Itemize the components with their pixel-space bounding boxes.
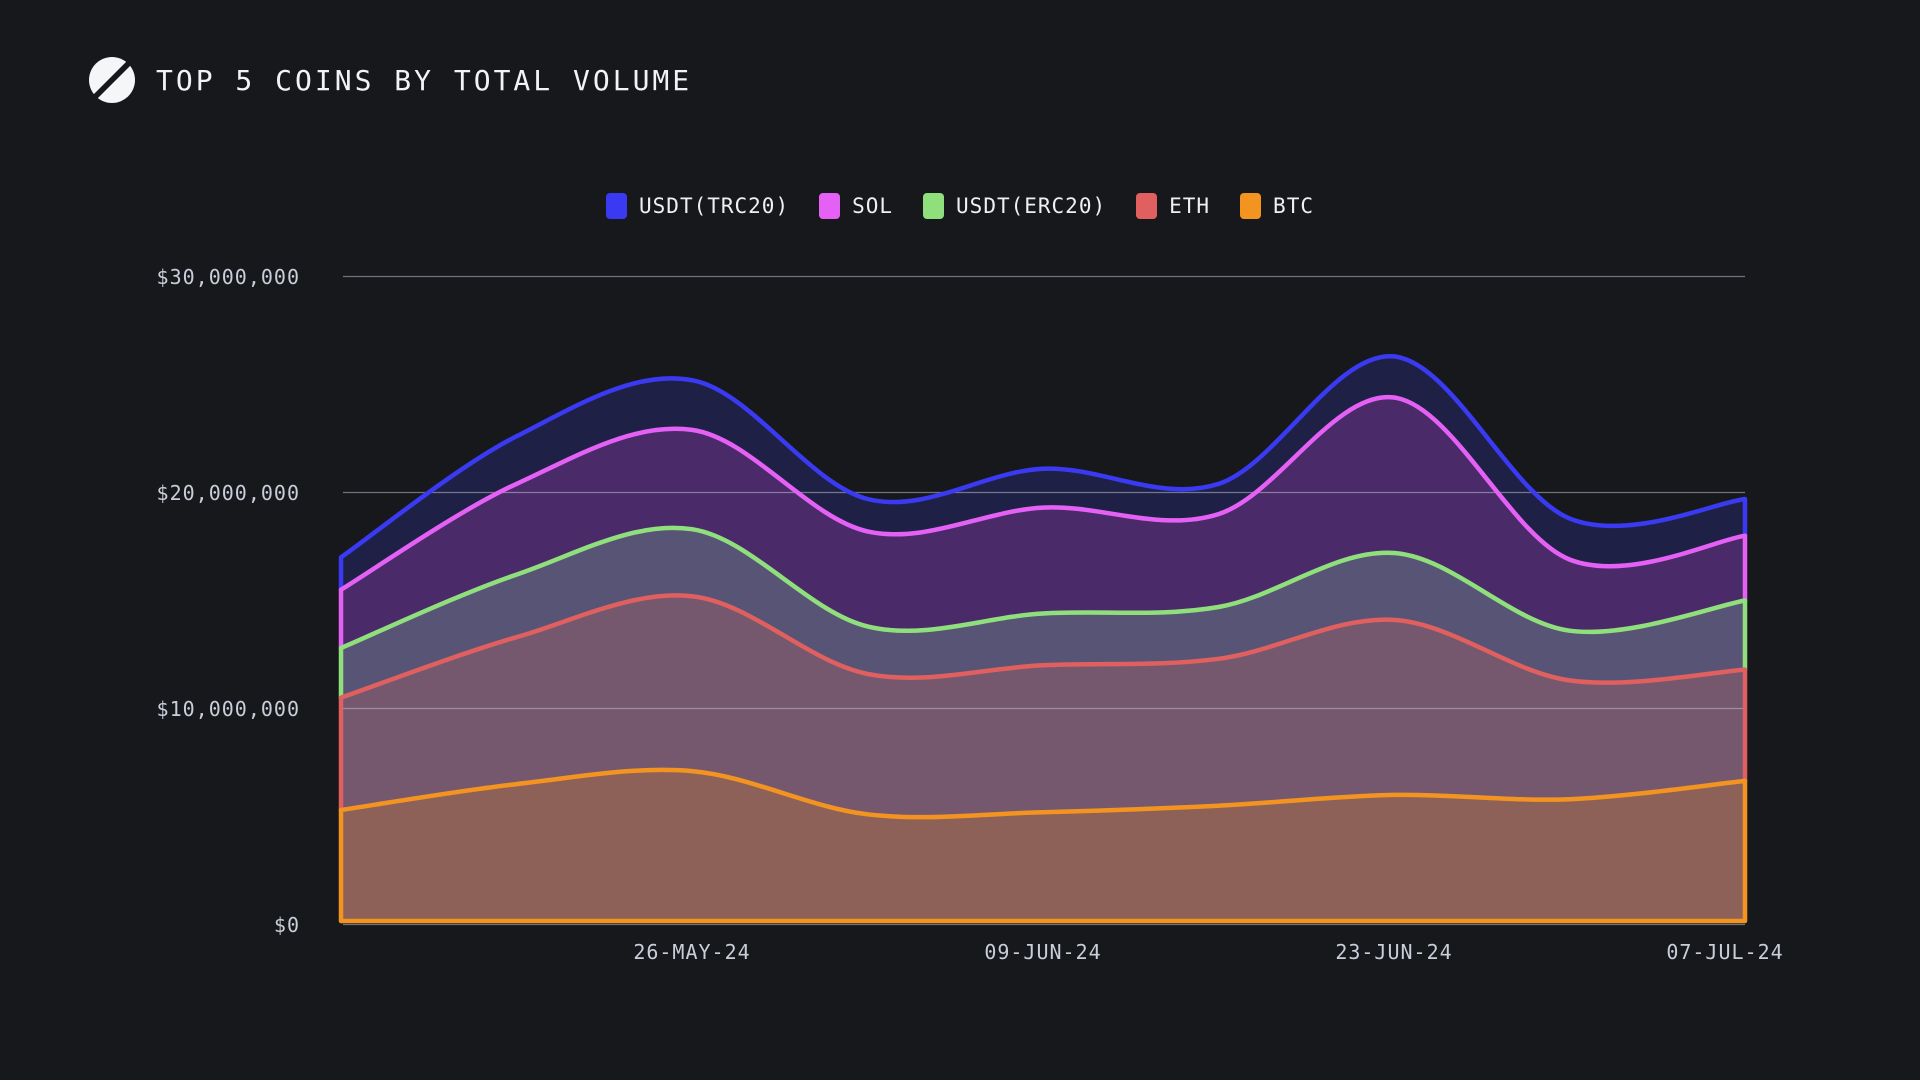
y-axis-tick-label: $30,000,000: [156, 264, 300, 289]
legend-item-eth[interactable]: ETH: [1136, 193, 1210, 219]
sideshift-logo-icon[interactable]: [88, 56, 136, 104]
area-line-BTC: [338, 767, 1748, 924]
legend-item-label: USDT(TRC20): [639, 194, 790, 218]
legend-item-sol[interactable]: SOL: [819, 193, 893, 219]
legend-item-btc[interactable]: BTC: [1240, 193, 1314, 219]
legend-item-label: USDT(ERC20): [956, 194, 1107, 218]
legend-color-swatch: [923, 193, 945, 219]
x-axis-tick-label: 23-JUN-24: [1335, 940, 1453, 964]
page-title: TOP 5 COINS BY TOTAL VOLUME: [156, 63, 693, 97]
y-axis-tick-label: $0: [273, 912, 300, 937]
legend-item-usdt-erc20[interactable]: USDT(ERC20): [923, 193, 1106, 219]
legend-color-swatch: [1136, 193, 1158, 219]
x-axis-tick-label: 09-JUN-24: [984, 940, 1102, 964]
area-line-SOL: [338, 395, 1748, 651]
area-line-ETH: [338, 593, 1748, 813]
legend-color-swatch: [606, 193, 628, 219]
legend-item-label: SOL: [852, 194, 894, 218]
legend-item-label: ETH: [1169, 194, 1211, 218]
legend-item-usdt-trc20[interactable]: USDT(TRC20): [606, 193, 789, 219]
area-line-USDT(TRC20): [338, 354, 1748, 592]
y-axis-tick-label: $20,000,000: [156, 480, 300, 505]
legend-color-swatch: [819, 193, 841, 219]
legend-color-swatch: [1240, 193, 1262, 219]
area-fill-BTC: [341, 769, 1745, 921]
x-axis-tick-label: 07-JUL-24: [1666, 940, 1784, 964]
area-line-USDT(ERC20): [338, 525, 1748, 700]
x-axis-tick-label: 26-MAY-24: [633, 940, 751, 964]
legend-item-label: BTC: [1273, 194, 1314, 218]
chart-legend: USDT(TRC20) SOL USDT(ERC20) ETH BTC: [0, 184, 1920, 228]
app-header: TOP 5 COINS BY TOTAL VOLUME: [88, 54, 692, 106]
y-axis-tick-label: $10,000,000: [156, 696, 300, 721]
